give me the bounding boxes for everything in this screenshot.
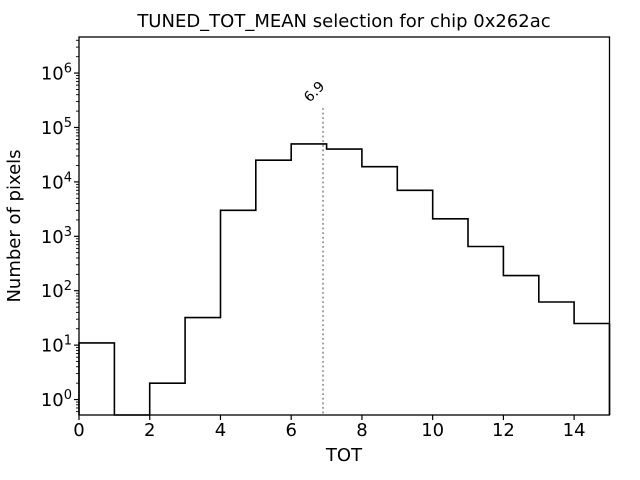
x-axis-tick-labels: 0 2 4 6 8 10 12 14 [73, 420, 585, 441]
y-tick-label: 101 [41, 334, 72, 357]
chart-title: TUNED_TOT_MEAN selection for chip 0x262a… [136, 11, 550, 32]
x-tick-label: 2 [144, 420, 155, 441]
y-tick-label: 100 [41, 388, 72, 411]
x-tick-label: 8 [356, 420, 367, 441]
threshold-value-label: 6.9 [301, 79, 328, 106]
x-tick-label: 12 [492, 420, 515, 441]
x-tick-label: 0 [73, 420, 84, 441]
y-tick-label: 103 [41, 225, 72, 248]
x-axis-major-ticks [78, 415, 575, 420]
plot-border [78, 36, 611, 416]
x-tick-label: 14 [563, 420, 586, 441]
y-tick-label: 105 [41, 116, 72, 139]
x-tick-label: 6 [285, 420, 296, 441]
y-tick-label: 106 [41, 62, 72, 85]
x-tick-label: 10 [421, 420, 444, 441]
histogram-step-line [78, 143, 611, 416]
y-tick-label: 104 [41, 170, 72, 193]
y-axis-tick-labels: 100 101 102 103 104 105 106 [41, 62, 72, 411]
x-tick-label: 4 [215, 420, 226, 441]
y-axis-label: Number of pixels [4, 149, 25, 302]
threshold-marker: 6.9 [301, 79, 328, 415]
y-axis-major-ticks [74, 72, 79, 401]
x-axis-label: TOT [325, 445, 363, 466]
y-tick-label: 102 [41, 279, 72, 302]
